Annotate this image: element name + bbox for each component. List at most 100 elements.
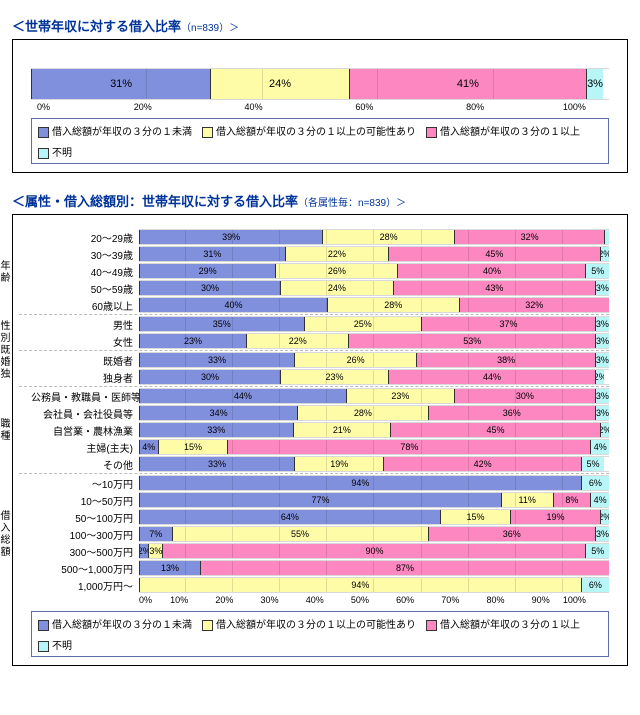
- bar-row: 60歳以上40%28%32%: [31, 297, 609, 313]
- bar-row: 500～1,000万円13%87%: [31, 560, 609, 576]
- bar-segment: 25%: [304, 317, 422, 331]
- bar-segment: 42%: [383, 457, 580, 471]
- bar-segment: 15%: [440, 510, 511, 524]
- bar-segment: 28%: [297, 406, 427, 420]
- bar-segment: 13%: [139, 561, 200, 575]
- row-label: 1,000万円～: [31, 578, 139, 593]
- chart2-title: ＜属性・借入総額別：世帯年収に対する借入比率（各属性毎：n=839）＞: [12, 191, 628, 210]
- bar-segment: 3%: [595, 353, 609, 367]
- bar-track: 40%28%32%: [139, 297, 609, 313]
- bar-row: 10～50万円77%11%8%4%: [31, 492, 609, 508]
- bar-segment: 5%: [585, 264, 609, 278]
- bar-segment: 26%: [275, 264, 397, 278]
- bar-track: 39%28%32%: [139, 229, 609, 245]
- row-label: 10～50万円: [31, 493, 139, 508]
- row-label: 男性: [31, 317, 139, 332]
- row-label: 500～1,000万円: [31, 561, 139, 576]
- bar-row: 40～49歳29%26%40%5%: [31, 263, 609, 279]
- row-label: その他: [31, 457, 139, 472]
- bar-track: 64%15%19%2%: [139, 509, 609, 525]
- legend-item: 借入総額が年収の３分の１未満: [38, 123, 192, 138]
- bar-segment: 5%: [585, 544, 609, 558]
- bar-segment: 5%: [581, 457, 605, 471]
- group: 職種公務員・教職員・医師等44%23%30%3%会社員・会社役員等34%28%3…: [19, 386, 609, 472]
- bar-segment: 30%: [454, 389, 595, 403]
- group: 既婚独身既婚者33%26%38%3%独身者30%23%44%2%: [19, 350, 609, 385]
- bar-track: 29%26%40%5%: [139, 263, 609, 279]
- chart1-bar: 31%24%41%3%: [31, 68, 609, 100]
- bar-segment: 36%: [428, 406, 596, 420]
- row-label: 公務員・教職員・医師等: [31, 389, 139, 404]
- row-label: 主婦(主夫): [31, 440, 139, 455]
- bar-segment: 28%: [327, 298, 459, 312]
- row-label: 会社員・会社役員等: [31, 406, 139, 421]
- bar-row: 既婚者33%26%38%3%: [31, 352, 609, 368]
- bar-track: 30%24%43%3%: [139, 280, 609, 296]
- bar-segment: 3%: [595, 317, 609, 331]
- bar-segment: 29%: [139, 264, 275, 278]
- bar-row: ～10万円94%6%: [31, 475, 609, 491]
- bar-segment: 40%: [139, 298, 327, 312]
- bar-track: 35%25%37%3%: [139, 316, 609, 332]
- row-label: 女性: [31, 334, 139, 349]
- bar-segment: 24%: [210, 69, 349, 99]
- group: 性別男性35%25%37%3%女性23%22%53%3%: [19, 314, 609, 349]
- group-label: 性別: [0, 320, 11, 344]
- bar-segment: 24%: [280, 281, 393, 295]
- bar-segment: 34%: [139, 406, 297, 420]
- bar-segment: 43%: [393, 281, 595, 295]
- bar-row: 自営業・農林漁業33%21%45%2%: [31, 422, 609, 438]
- legend-item: 借入総額が年収の３分の１未満: [38, 616, 192, 631]
- row-label: 300～500万円: [31, 544, 139, 559]
- row-label: 40～49歳: [31, 264, 139, 279]
- bar-track: 31%22%45%2%: [139, 246, 609, 262]
- bar-row: 公務員・教職員・医師等44%23%30%3%: [31, 388, 609, 404]
- bar-segment: 87%: [200, 561, 609, 575]
- bar-segment: 33%: [139, 353, 294, 367]
- bar-segment: 32%: [459, 298, 609, 312]
- legend-item: 不明: [38, 144, 72, 159]
- bar-segment: 2%: [139, 544, 148, 558]
- bar-segment: 55%: [172, 527, 428, 541]
- bar-segment: 4%: [590, 493, 609, 507]
- bar-segment: 30%: [139, 370, 280, 384]
- bar-row: 100～300万円7%55%36%3%: [31, 526, 609, 542]
- bar-segment: 37%: [421, 317, 595, 331]
- legend-item: 借入総額が年収の３分の１以上の可能性あり: [202, 616, 416, 631]
- bar-segment: 2%: [600, 510, 609, 524]
- bar-segment: 23%: [139, 334, 246, 348]
- bar-segment: 11%: [501, 493, 553, 507]
- bar-segment: 15%: [158, 440, 228, 454]
- bar-segment: 6%: [581, 578, 609, 592]
- bar-segment: 38%: [416, 353, 595, 367]
- bar-segment: 3%: [595, 334, 609, 348]
- chart1-bar-row: 31%24%41%3%: [31, 68, 609, 100]
- bar-track: 30%23%44%2%: [139, 369, 609, 385]
- group-label: 既婚独身: [0, 344, 11, 385]
- bar-segment: 3%: [595, 281, 609, 295]
- bar-segment: 6%: [581, 476, 609, 490]
- row-label: 20～29歳: [31, 230, 139, 245]
- bar-segment: 35%: [139, 317, 304, 331]
- bar-row: 1,000万円～94%6%: [31, 577, 609, 593]
- bar-segment: 26%: [294, 353, 416, 367]
- bar-track: 7%55%36%3%: [139, 526, 609, 542]
- bar-row: 男性35%25%37%3%: [31, 316, 609, 332]
- bar-segment: 31%: [139, 247, 285, 261]
- bar-track: 33%19%42%5%: [139, 456, 609, 472]
- row-label: 60歳以上: [31, 298, 139, 313]
- bar-segment: 45%: [388, 247, 600, 261]
- bar-segment: 22%: [285, 247, 388, 261]
- bar-segment: 4%: [590, 440, 609, 454]
- bar-row: 30～39歳31%22%45%2%: [31, 246, 609, 262]
- legend-item: 借入総額が年収の３分の１以上: [426, 616, 580, 631]
- bar-segment: 23%: [346, 389, 454, 403]
- row-label: 100～300万円: [31, 527, 139, 542]
- bar-segment: 33%: [139, 457, 294, 471]
- bar-row: 50～100万円64%15%19%2%: [31, 509, 609, 525]
- row-label: 自営業・農林漁業: [31, 423, 139, 438]
- bar-track: 33%21%45%2%: [139, 422, 609, 438]
- bar-segment: 44%: [388, 370, 595, 384]
- bar-track: 77%11%8%4%: [139, 492, 609, 508]
- bar-segment: 19%: [294, 457, 383, 471]
